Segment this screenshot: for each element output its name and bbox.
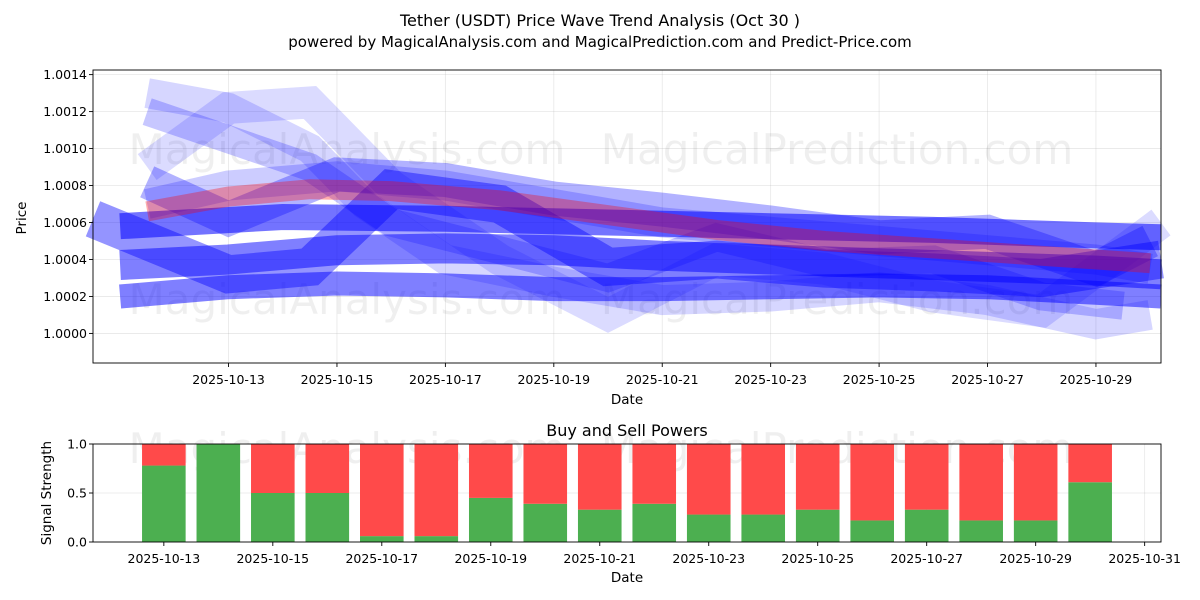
buy-bar-2025-10-16 (305, 493, 350, 542)
price-series-wave-8 (137, 85, 1171, 333)
chart-subtitle: powered by MagicalAnalysis.com and Magic… (288, 33, 912, 51)
buy-sell-plot: Buy and Sell Powers MagicalAnalysis.com … (39, 421, 1181, 586)
sell-bar-2025-10-20 (523, 444, 568, 504)
price-series-wave-9 (143, 161, 1153, 284)
sell-bar-2025-10-15 (251, 444, 295, 493)
sell-bar-2025-10-26 (850, 444, 894, 521)
sell-bar-2025-10-29 (1013, 444, 1058, 521)
buy-sell-bars (142, 444, 1112, 542)
buy-bar-2025-10-18 (414, 536, 459, 542)
buy-bar-2025-10-30 (1068, 482, 1112, 542)
sell-bar-2025-10-17 (360, 444, 404, 537)
price-y-ticks: 1.0000 1.0002 1.0004 1.0006 1.0008 1.0010 1.00… (43, 67, 93, 341)
bars-x-tick-label-3: 2025-10-19 (454, 551, 527, 566)
price-y-tick-label-4: 1.0008 (43, 178, 87, 193)
sell-bar-2025-10-13 (142, 444, 186, 466)
price-x-tick-label-4: 2025-10-21 (626, 372, 699, 387)
bars-y-tick-label-0: 0.0 (67, 535, 87, 550)
buy-bar-2025-10-19 (468, 497, 513, 542)
buy-bar-2025-10-22 (632, 503, 677, 542)
sell-bar-2025-10-30 (1068, 444, 1112, 483)
sell-bar-2025-10-23 (686, 444, 731, 515)
buy-sell-title: Buy and Sell Powers (546, 421, 708, 440)
price-y-tick-label-7: 1.0014 (43, 67, 87, 82)
price-series-wave-2 (119, 233, 1162, 290)
buy-sell-y-ticks: 0.0 0.5 1.0 (67, 437, 93, 550)
price-series-wave-4 (119, 271, 1162, 309)
buy-bar-2025-10-25 (795, 509, 840, 542)
sell-bar-2025-10-22 (632, 444, 677, 504)
price-y-tick-label-2: 1.0004 (43, 252, 87, 267)
bars-x-tick-label-7: 2025-10-27 (890, 551, 963, 566)
buy-bar-2025-10-24 (741, 514, 786, 542)
price-wave-series (85, 78, 1171, 340)
sell-bar-2025-10-16 (305, 444, 350, 493)
price-y-tick-label-0: 1.0000 (43, 326, 87, 341)
buy-sell-y-axis-label: Signal Strength (39, 441, 55, 545)
buy-bar-2025-10-13 (142, 465, 186, 542)
price-plot-frame (92, 69, 1162, 364)
watermark-analysis-top: MagicalAnalysis.com (129, 125, 566, 174)
sell-bar-2025-10-28 (959, 444, 1003, 521)
price-series-trend-red (145, 179, 1151, 274)
price-x-axis-label: Date (611, 392, 643, 408)
watermark-prediction-top: MagicalPrediction.com (601, 125, 1074, 174)
price-series-wave-6 (142, 98, 1125, 320)
price-series-wave-7 (144, 78, 1153, 340)
price-x-tick-label-8: 2025-10-29 (1060, 372, 1133, 387)
price-x-tick-label-2: 2025-10-17 (409, 372, 482, 387)
price-x-tick-label-3: 2025-10-19 (517, 372, 590, 387)
bars-y-tick-label-1: 0.5 (67, 486, 87, 501)
sell-bar-2025-10-27 (904, 444, 949, 510)
price-y-tick-label-5: 1.0010 (43, 141, 87, 156)
price-x-tick-label-1: 2025-10-15 (301, 372, 374, 387)
bars-x-tick-label-8: 2025-10-29 (999, 551, 1072, 566)
bars-x-tick-label-9: 2025-10-31 (1108, 551, 1181, 566)
buy-bar-2025-10-23 (686, 514, 731, 542)
price-x-tick-label-5: 2025-10-23 (734, 372, 807, 387)
sell-bar-2025-10-19 (468, 444, 513, 498)
sell-bar-2025-10-18 (414, 444, 459, 537)
price-x-tick-label-6: 2025-10-25 (843, 372, 916, 387)
price-y-tick-label-1: 1.0002 (43, 289, 87, 304)
sell-bar-2025-10-25 (795, 444, 840, 510)
price-x-ticks: 2025-10-13 2025-10-15 2025-10-17 2025-10-19… (192, 363, 1132, 387)
bars-x-tick-label-5: 2025-10-23 (672, 551, 745, 566)
buy-sell-x-ticks: 2025-10-13 2025-10-15 2025-10-17 2025-10-19… (128, 542, 1181, 566)
price-y-tick-label-3: 1.0006 (43, 215, 87, 230)
buy-bar-2025-10-14 (196, 444, 241, 542)
buy-bar-2025-10-27 (904, 509, 949, 542)
bars-y-tick-label-2: 1.0 (67, 437, 87, 452)
buy-bar-2025-10-15 (251, 493, 295, 542)
bars-x-tick-label-1: 2025-10-15 (236, 551, 309, 566)
buy-bar-2025-10-26 (850, 520, 894, 542)
buy-bar-2025-10-28 (959, 520, 1003, 542)
price-y-tick-label-6: 1.0012 (43, 104, 87, 119)
bars-x-tick-label-6: 2025-10-25 (781, 551, 854, 566)
price-wave-plot: MagicalAnalysis.com MagicalPrediction.co… (14, 67, 1171, 408)
buy-bar-2025-10-29 (1013, 520, 1058, 542)
sell-bar-2025-10-24 (741, 444, 786, 515)
buy-bar-2025-10-17 (360, 536, 404, 542)
sell-bar-2025-10-21 (577, 444, 622, 510)
buy-bar-2025-10-20 (523, 503, 568, 542)
price-series-wave-5 (140, 157, 1158, 288)
price-x-tick-label-7: 2025-10-27 (951, 372, 1024, 387)
buy-bar-2025-10-21 (577, 509, 622, 542)
buy-sell-x-axis-label: Date (611, 570, 643, 586)
bars-x-tick-label-2: 2025-10-17 (345, 551, 418, 566)
bars-x-tick-label-4: 2025-10-21 (563, 551, 636, 566)
price-y-axis-label: Price (14, 202, 30, 235)
price-series-wave-3 (119, 203, 1162, 251)
chart-title: Tether (USDT) Price Wave Trend Analysis … (399, 11, 800, 30)
price-x-tick-label-0: 2025-10-13 (192, 372, 265, 387)
bars-x-tick-label-0: 2025-10-13 (128, 551, 201, 566)
